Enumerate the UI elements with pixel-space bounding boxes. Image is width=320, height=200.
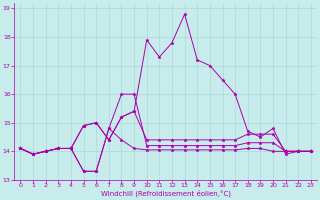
X-axis label: Windchill (Refroidissement éolien,°C): Windchill (Refroidissement éolien,°C): [101, 190, 231, 197]
